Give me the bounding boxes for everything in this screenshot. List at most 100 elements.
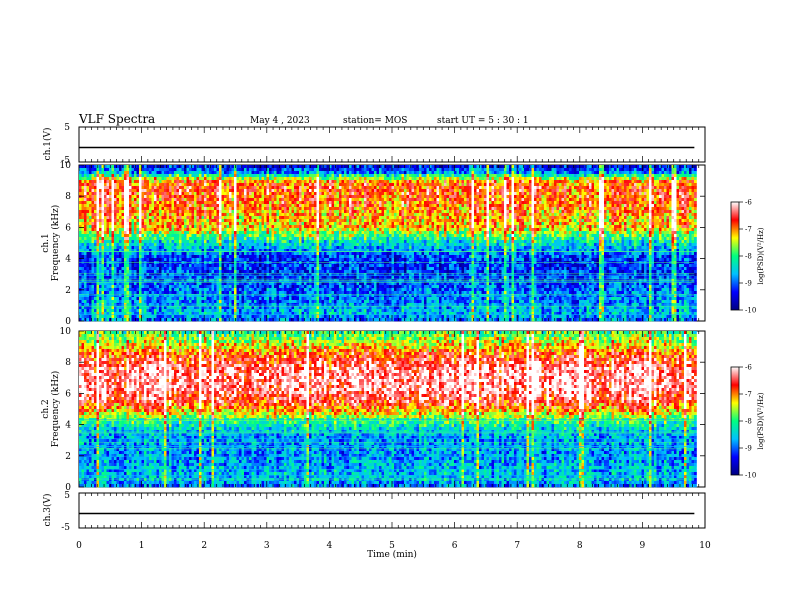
ch1-spectrogram-cell: [159, 315, 162, 318]
ch1-spectrogram-cell: [249, 180, 252, 183]
ch1-spectrogram-cell: [92, 213, 95, 216]
ch1-spectrogram-cell: [162, 171, 165, 174]
ch1-spectrogram-cell: [197, 279, 200, 282]
ch1-spectrogram-cell: [284, 279, 287, 282]
ch1-spectrogram-cell: [282, 177, 285, 180]
ch1-spectrogram-cell: [187, 180, 190, 183]
ch1-spectrogram-cell: [282, 228, 285, 231]
ch1-spectrogram-cell: [177, 216, 180, 219]
ch1-spectrogram-cell: [137, 255, 140, 258]
ch1-spectrogram-cell: [89, 264, 92, 267]
ch1-spectrogram-cell: [109, 198, 112, 201]
ch1-spectrogram-cell: [202, 291, 205, 294]
ch1-spectrogram-cell: [289, 210, 292, 213]
ch1-spectrogram-cell: [157, 285, 160, 288]
ch1-spectrogram-cell: [154, 252, 157, 255]
ch1-spectrogram-cell: [107, 258, 110, 261]
ch1-spectrogram-cell: [129, 198, 132, 201]
ch1-spectrogram-cell: [189, 201, 192, 204]
ch1-spectrogram-cell: [224, 210, 227, 213]
ch1-spectrogram-cell: [142, 216, 145, 219]
ch1-spectrogram-cell: [129, 279, 132, 282]
ch1-spectrogram-cell: [317, 267, 320, 270]
ch1-spectrogram-cell: [82, 231, 85, 234]
ch1-spectrogram-cell: [137, 252, 140, 255]
ch1-spectrogram-cell: [94, 315, 97, 318]
ch1-spectrogram-cell: [222, 300, 225, 303]
ch1-spectrogram-cell: [277, 288, 280, 291]
ch1-spectrogram-cell: [264, 225, 267, 228]
ch1-spectrogram-cell: [212, 279, 215, 282]
ch1-spectrogram-cell: [97, 270, 100, 273]
ch1-spectrogram-cell: [89, 189, 92, 192]
ch1-spectrogram-cell: [212, 180, 215, 183]
ch1-spectrogram-cell: [294, 237, 297, 240]
ch1-spectrogram-cell: [229, 252, 232, 255]
ch1-spectrogram-cell: [304, 231, 307, 234]
ch1-spectrogram-cell: [197, 198, 200, 201]
ch1-spectrogram-cell: [252, 297, 255, 300]
ch1-spectrogram-cell: [104, 201, 107, 204]
ch1-spectrogram-cell: [307, 225, 310, 228]
ch1-spectrogram-cell: [214, 201, 217, 204]
ch1-spectrogram-cell: [117, 291, 120, 294]
ch1-spectrogram-cell: [257, 165, 260, 168]
ch1-spectrogram-cell: [312, 213, 315, 216]
ch1-spectrogram-cell: [214, 180, 217, 183]
ch1-spectrogram-cell: [262, 189, 265, 192]
ch1-spectrogram-cell: [157, 234, 160, 237]
ch1-spectrogram-cell: [252, 240, 255, 243]
ch1-spectrogram-cell: [302, 264, 305, 267]
ch1-spectrogram-cell: [82, 243, 85, 246]
ch1-spectrogram-cell: [149, 240, 152, 243]
ch1-spectrogram-cell: [227, 192, 230, 195]
ch1-spectrogram-cell: [109, 192, 112, 195]
ch1-spectrogram-cell: [252, 246, 255, 249]
ch1-spectrogram-cell: [227, 198, 230, 201]
ch1-spectrogram-cell: [122, 285, 125, 288]
ch1-spectrogram-cell: [152, 192, 155, 195]
ch1-spectrogram-cell: [304, 258, 307, 261]
ch1-spectrogram-cell: [142, 228, 145, 231]
ch1-spectrogram-cell: [297, 216, 300, 219]
ch1-spectrogram-cell: [214, 213, 217, 216]
ch1-spectrogram-cell: [197, 189, 200, 192]
ch1-spectrogram-cell: [264, 273, 267, 276]
ch1-spectrogram-cell: [92, 198, 95, 201]
ch1-spectrogram-cell: [204, 297, 207, 300]
ch1-spectrogram-cell: [144, 207, 147, 210]
ch1-spectrogram-cell: [294, 177, 297, 180]
ch1-spectrogram-cell: [84, 231, 87, 234]
ch1-spectrogram-cell: [242, 285, 245, 288]
ch1-spectrogram-cell: [194, 174, 197, 177]
ch1-spectrogram-cell: [242, 231, 245, 234]
ch1-spectrogram-cell: [259, 183, 262, 186]
ch1-spectrogram-cell: [152, 171, 155, 174]
ch1-spectrogram-cell: [304, 189, 307, 192]
ch1-spectrogram-cell: [312, 204, 315, 207]
ch1-spectrogram-cell: [244, 273, 247, 276]
ch1-spectrogram-cell: [227, 189, 230, 192]
ch1-spectrogram-cell: [169, 171, 172, 174]
ch1-spectrogram-cell: [314, 183, 317, 186]
ch1-spectrogram-cell: [259, 273, 262, 276]
ch1-spectrogram-cell: [79, 228, 82, 231]
ch1-spectrogram-cell: [187, 189, 190, 192]
ch1-spectrogram-cell: [164, 195, 167, 198]
ch1-spectrogram-cell: [147, 219, 150, 222]
ch1-spectrogram-cell: [177, 222, 180, 225]
ch1-spectrogram-cell: [107, 318, 110, 321]
ch1-spectrogram-cell: [277, 228, 280, 231]
ch1-spectrogram-cell: [112, 186, 115, 189]
ch1-spectrogram-cell: [194, 207, 197, 210]
ch1-spectrogram-cell: [224, 243, 227, 246]
ch1-spectrogram-cell: [194, 234, 197, 237]
ch1-spectrogram-cell: [217, 210, 220, 213]
ch1-spectrogram-cell: [167, 198, 170, 201]
ch1-spectrogram-cell: [184, 201, 187, 204]
ch1-spectrogram-cell: [144, 297, 147, 300]
ch1-spectrogram-cell: [232, 201, 235, 204]
ch1-spectrogram-cell: [127, 195, 130, 198]
ch1-spectrogram-cell: [82, 219, 85, 222]
ch1-spectrogram-cell: [119, 219, 122, 222]
